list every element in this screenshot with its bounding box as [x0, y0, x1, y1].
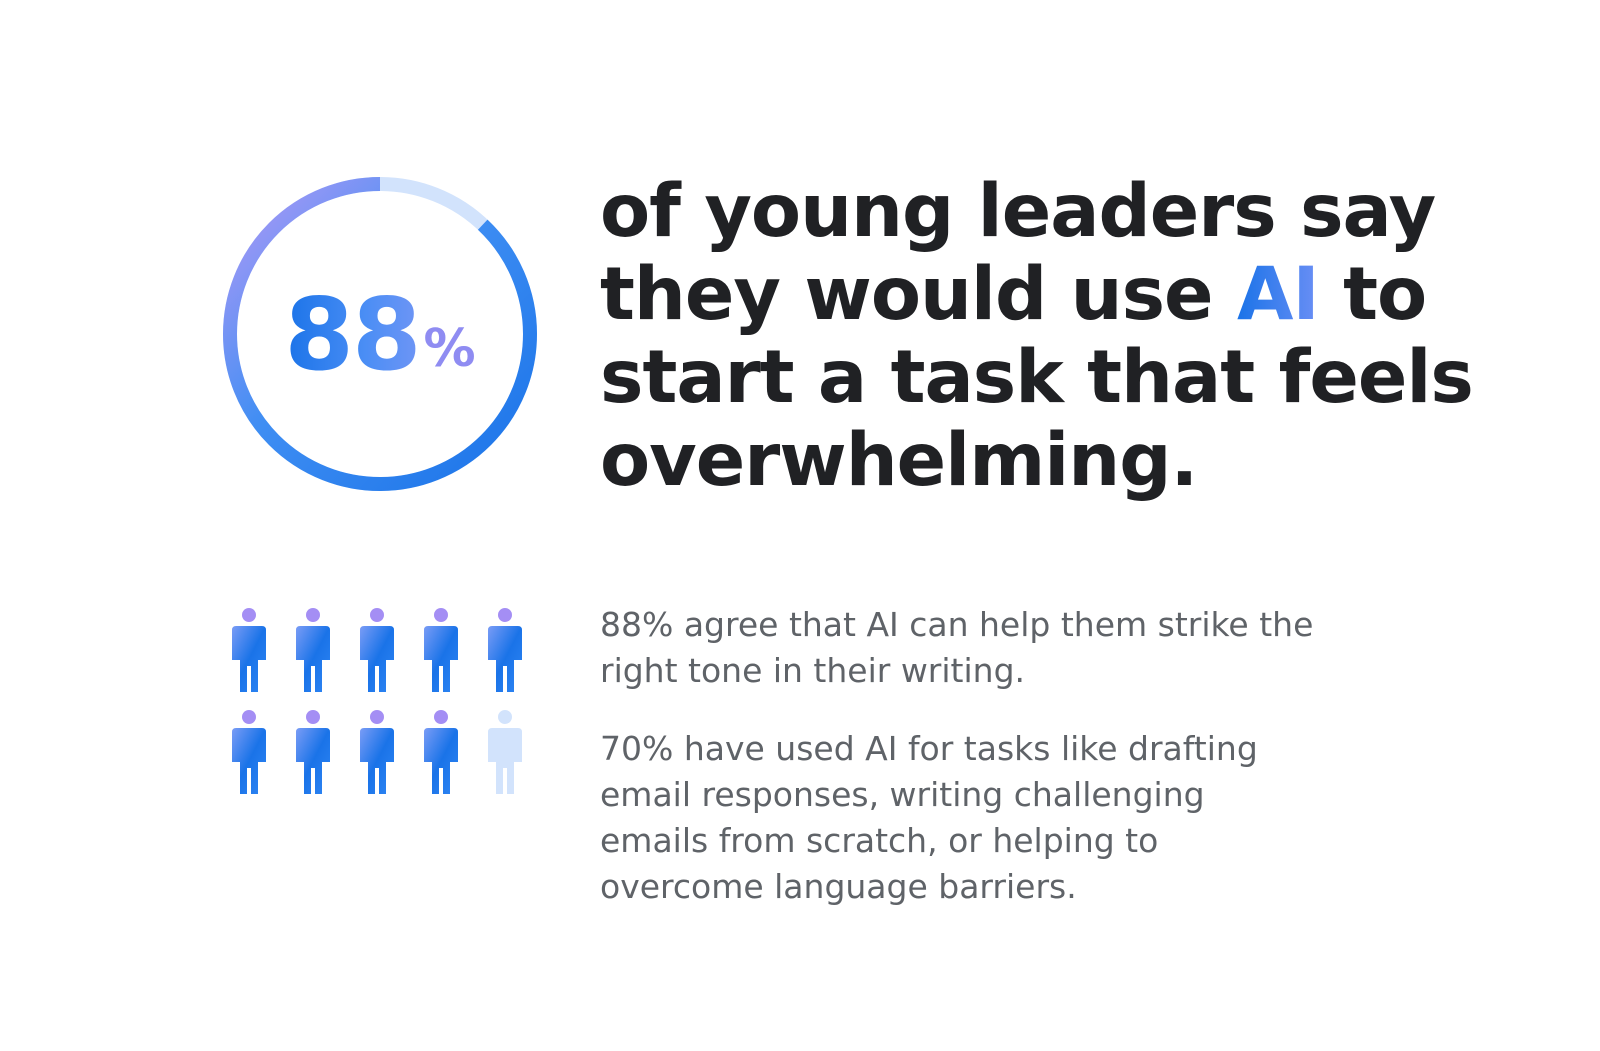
stat-label: 88% [218, 172, 542, 496]
person-icon-highlighted [232, 710, 266, 794]
person-icon-highlighted [488, 608, 522, 692]
person-icon-highlighted [296, 710, 330, 794]
headline: of young leaders say they would use AI t… [600, 170, 1500, 502]
stat-percent-sign: % [423, 319, 476, 379]
progress-ring-graphic [223, 177, 537, 491]
person-icon-highlighted [424, 710, 458, 794]
headline-part-1: of young leaders say they would use [600, 169, 1436, 337]
headline-part-2: to start a task that feels overwhelming. [600, 252, 1474, 503]
person-icon-muted [488, 710, 522, 794]
stat-paragraph-1: 88% agree that AI can help them strike t… [600, 605, 1314, 690]
stat-number: 88 [284, 275, 421, 393]
person-icon-highlighted [232, 608, 266, 692]
stat-paragraph-2: 70% have used AI for tasks like drafting… [600, 729, 1258, 906]
person-icon-highlighted [360, 608, 394, 692]
headline-ai-highlight: AI [1236, 252, 1320, 337]
person-icon-highlighted [424, 608, 458, 692]
person-icon-highlighted [296, 608, 330, 692]
progress-ring: 88% [218, 172, 542, 496]
progress-ring-arc [223, 177, 537, 491]
people-icon-chart [232, 608, 532, 804]
person-icon-highlighted [360, 710, 394, 794]
